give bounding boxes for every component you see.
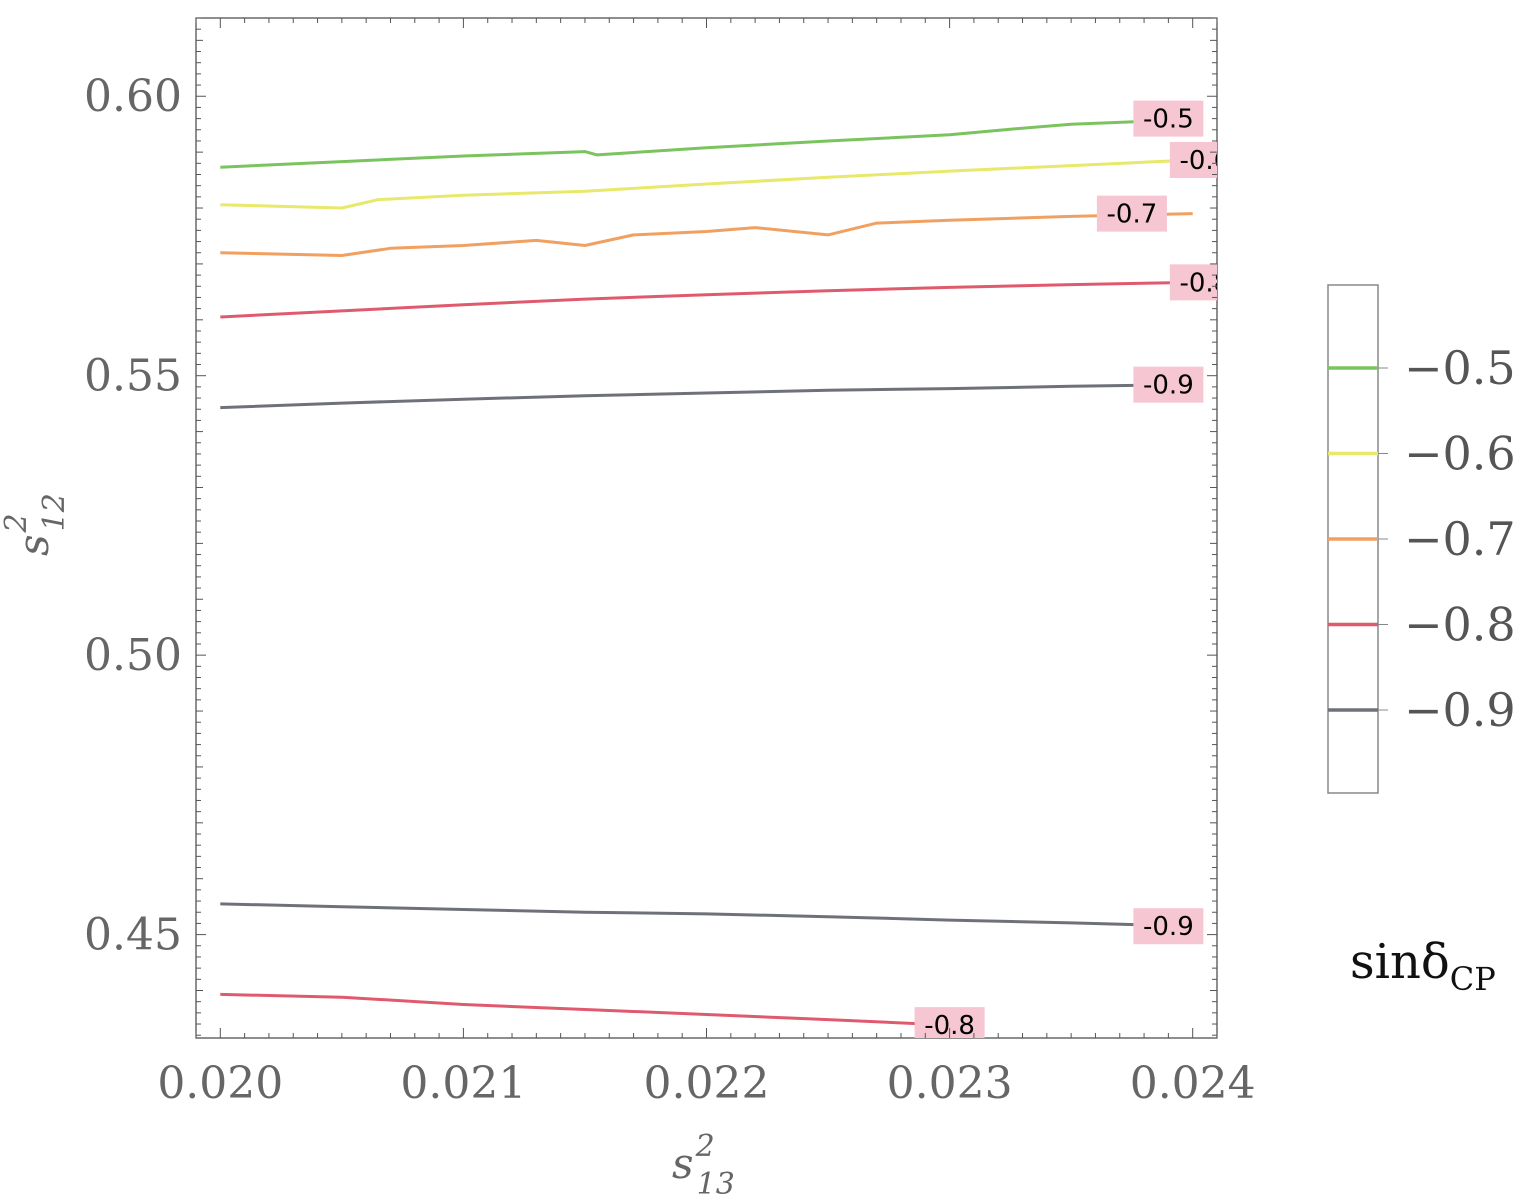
contour-label-text: -0.8 [1179,268,1230,298]
legend-label: −0.7 [1404,512,1516,566]
contour-line--0.6 [220,158,1193,210]
contour-label-bg [1169,141,1217,178]
contour-label-text: -0.5 [1143,105,1194,135]
contour-line--0.9 [220,902,1193,928]
legend: −0.5 −0.6 −0.7 −0.8 −0.9 sinδCP [1327,284,1516,998]
y-tick-label: 0.50 [84,630,182,681]
contour-labels: -0.5-0.6-0.7-0.8-0.9-0.9-0.8 [914,100,1230,1038]
plot-area-border [195,17,1218,1039]
x-axis-title: s2 13 [672,1129,735,1194]
contour-line--0.8 [220,280,1193,319]
y-axis-title-text: s2 12 [0,493,72,556]
axis-ticks: 0.020 0.021 0.022 0.023 0.024 0.45 0.50 0.55 0.6… [84,17,1256,1109]
x-tick-label: 0.022 [644,1058,770,1109]
legend-label: −0.6 [1404,427,1516,481]
legend-label: −0.9 [1404,683,1516,737]
contour-label-bg [1133,908,1204,945]
contour-label-bg [1133,100,1204,137]
y-axis-title: s2 12 [0,493,72,556]
contour-label-set: -0.5-0.6-0.7-0.8-0.9-0.9-0.8 [914,100,1230,1038]
contour-label-text: -0.9 [1143,912,1194,942]
contour-line--0.9 [220,383,1193,410]
legend-title: sinδCP [1350,934,1496,998]
x-tick-label: 0.020 [157,1058,283,1109]
x-tick-label: 0.024 [1130,1058,1256,1109]
x-tick-label: 0.023 [887,1058,1013,1109]
contour-label-bg [1169,264,1217,301]
legend-label: −0.5 [1404,341,1516,395]
contour-label-bg [1096,195,1167,232]
y-tick-label: 0.55 [84,351,182,402]
contour-line--0.8 [220,992,950,1027]
contour-label-text: -0.9 [1143,371,1194,401]
x-tick-label: 0.021 [400,1058,526,1109]
contour-label-text: -0.6 [1179,146,1230,176]
contour-line--0.7 [220,212,1193,257]
contour-label-text: -0.7 [1107,200,1158,230]
y-tick-label: 0.45 [84,910,182,961]
legend-label: −0.8 [1404,598,1516,652]
contour-lines [220,117,1193,1027]
contour-label-bg [1133,366,1204,403]
y-tick-label: 0.60 [84,71,182,122]
contour-line--0.5 [220,117,1193,169]
axis-titles: s2 13 s2 12 [0,493,735,1194]
plot-frame [195,17,1218,1039]
